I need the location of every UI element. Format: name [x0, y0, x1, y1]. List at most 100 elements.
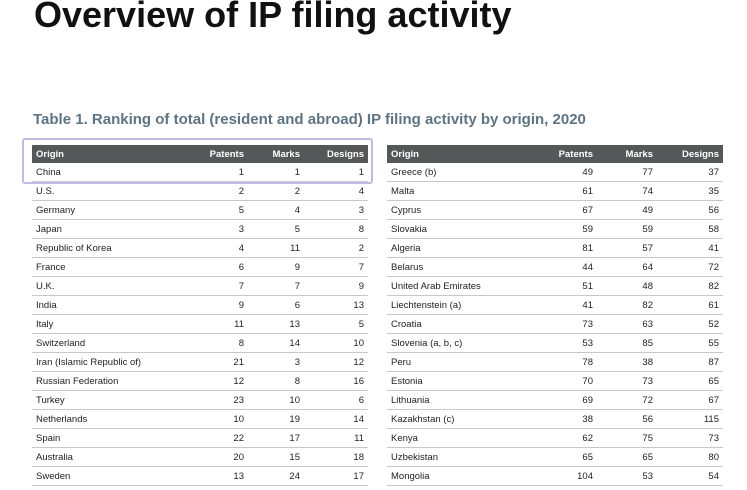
cell-patents: 9: [192, 295, 248, 315]
cell-marks: 15: [248, 447, 304, 467]
cell-patents: 21: [192, 352, 248, 372]
cell-marks: 11: [248, 238, 304, 258]
cell-marks: 10: [248, 390, 304, 410]
cell-patents: 62: [537, 428, 597, 448]
table-row: Kazakhstan (c) 38 56 115: [387, 409, 723, 429]
ranking-table-right: Origin Patents Marks Designs Greece (b) 4…: [387, 145, 723, 486]
cell-designs: 9: [304, 276, 368, 296]
cell-origin: Iran (Islamic Republic of): [32, 352, 192, 372]
cell-origin: Estonia: [387, 371, 537, 391]
table-row: U.K. 7 7 9: [32, 276, 368, 296]
cell-marks: 7: [248, 276, 304, 296]
cell-patents: 8: [192, 333, 248, 353]
cell-marks: 82: [597, 295, 657, 315]
cell-origin: India: [32, 295, 192, 315]
table-row: Uzbekistan 65 65 80: [387, 447, 723, 467]
cell-origin: Republic of Korea: [32, 238, 192, 258]
cell-marks: 72: [597, 390, 657, 410]
cell-marks: 63: [597, 314, 657, 334]
table-row: Kenya 62 75 73: [387, 428, 723, 448]
table-row: India 9 6 13: [32, 295, 368, 315]
cell-origin: Sweden: [32, 466, 192, 486]
table-caption: Table 1. Ranking of total (resident and …: [33, 111, 586, 128]
cell-patents: 38: [537, 409, 597, 429]
cell-patents: 59: [537, 219, 597, 239]
table-row: Sweden 13 24 17: [32, 466, 368, 486]
table-row: Germany 5 4 3: [32, 200, 368, 220]
cell-patents: 20: [192, 447, 248, 467]
cell-patents: 1: [192, 163, 248, 182]
cell-designs: 2: [304, 238, 368, 258]
cell-patents: 12: [192, 371, 248, 391]
table-row: Greece (b) 49 77 37: [387, 163, 723, 182]
cell-marks: 9: [248, 257, 304, 277]
cell-marks: 6: [248, 295, 304, 315]
cell-origin: U.K.: [32, 276, 192, 296]
cell-designs: 1: [304, 163, 368, 182]
table-row: Netherlands 10 19 14: [32, 409, 368, 429]
cell-marks: 24: [248, 466, 304, 486]
cell-designs: 61: [657, 295, 723, 315]
cell-origin: Netherlands: [32, 409, 192, 429]
column-header-marks: Marks: [597, 145, 657, 163]
cell-origin: Slovakia: [387, 219, 537, 239]
cell-designs: 37: [657, 163, 723, 182]
table-row: Estonia 70 73 65: [387, 371, 723, 391]
page-title: Overview of IP filing activity: [34, 0, 512, 35]
table-header-row: Origin Patents Marks Designs: [387, 145, 723, 163]
cell-patents: 78: [537, 352, 597, 372]
cell-marks: 19: [248, 409, 304, 429]
cell-marks: 14: [248, 333, 304, 353]
cell-designs: 13: [304, 295, 368, 315]
cell-designs: 115: [657, 409, 723, 429]
cell-origin: Algeria: [387, 238, 537, 258]
cell-marks: 1: [248, 163, 304, 182]
table-row: Japan 3 5 8: [32, 219, 368, 239]
cell-origin: U.S.: [32, 181, 192, 201]
cell-designs: 56: [657, 200, 723, 220]
cell-patents: 23: [192, 390, 248, 410]
cell-marks: 8: [248, 371, 304, 391]
cell-origin: China: [32, 163, 192, 182]
column-header-designs: Designs: [657, 145, 723, 163]
cell-designs: 65: [657, 371, 723, 391]
cell-origin: Lithuania: [387, 390, 537, 410]
cell-designs: 52: [657, 314, 723, 334]
cell-designs: 16: [304, 371, 368, 391]
cell-marks: 48: [597, 276, 657, 296]
table-row: Croatia 73 63 52: [387, 314, 723, 334]
cell-origin: Australia: [32, 447, 192, 467]
table-row: Peru 78 38 87: [387, 352, 723, 372]
cell-origin: Japan: [32, 219, 192, 239]
cell-marks: 53: [597, 466, 657, 486]
cell-marks: 2: [248, 181, 304, 201]
cell-patents: 70: [537, 371, 597, 391]
cell-designs: 3: [304, 200, 368, 220]
ranking-table-left: Origin Patents Marks Designs China 1 1 1 U.S…: [32, 145, 368, 486]
table-row: Cyprus 67 49 56: [387, 200, 723, 220]
cell-marks: 74: [597, 181, 657, 201]
cell-origin: Uzbekistan: [387, 447, 537, 467]
cell-marks: 57: [597, 238, 657, 258]
cell-designs: 5: [304, 314, 368, 334]
cell-patents: 104: [537, 466, 597, 486]
cell-marks: 3: [248, 352, 304, 372]
cell-patents: 6: [192, 257, 248, 277]
table-row: Mongolia 104 53 54: [387, 466, 723, 486]
cell-designs: 8: [304, 219, 368, 239]
cell-designs: 80: [657, 447, 723, 467]
cell-marks: 75: [597, 428, 657, 448]
table-row: Belarus 44 64 72: [387, 257, 723, 277]
cell-patents: 61: [537, 181, 597, 201]
table-row: Slovenia (a, b, c) 53 85 55: [387, 333, 723, 353]
cell-designs: 55: [657, 333, 723, 353]
cell-origin: Spain: [32, 428, 192, 448]
cell-origin: Germany: [32, 200, 192, 220]
table-row: U.S. 2 2 4: [32, 181, 368, 201]
cell-patents: 13: [192, 466, 248, 486]
cell-designs: 14: [304, 409, 368, 429]
cell-patents: 65: [537, 447, 597, 467]
cell-designs: 18: [304, 447, 368, 467]
cell-origin: Switzerland: [32, 333, 192, 353]
cell-marks: 64: [597, 257, 657, 277]
